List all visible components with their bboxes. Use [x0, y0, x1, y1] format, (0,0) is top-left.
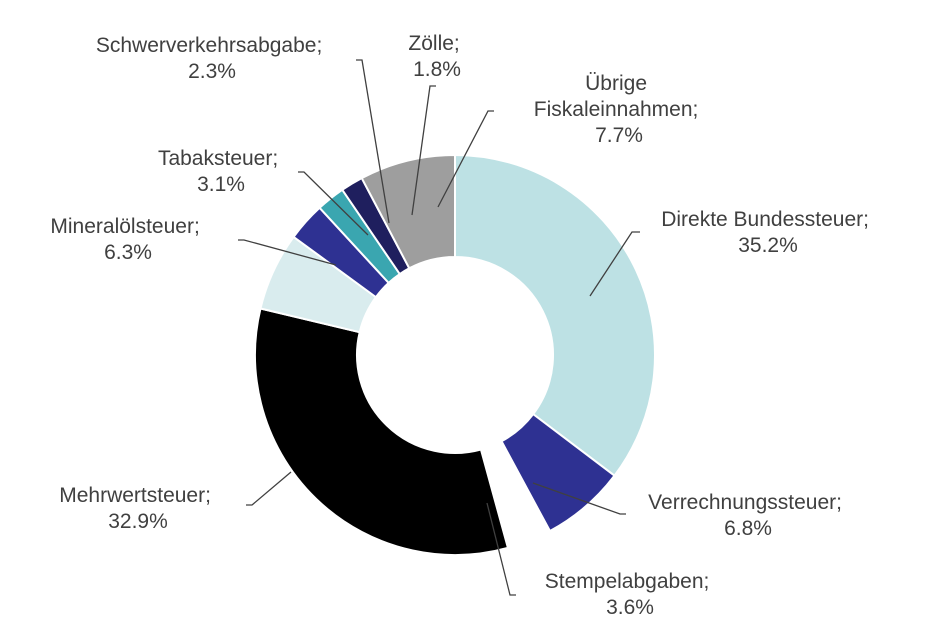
slice-stempelabgaben [485, 454, 558, 564]
leader-line [246, 471, 292, 506]
label-uebrige-fiskaleinnahmen: Übrige Fiskaleinnahmen; 7.7% [534, 72, 704, 147]
label-zoelle: Zölle; 1.8% [408, 32, 465, 81]
slice-direkte-bundessteuer [454, 153, 656, 478]
slices-group [254, 153, 656, 564]
label-mehrwertsteuer: Mehrwertsteuer; 32.9% [59, 484, 217, 533]
slice-übrige-fiskaleinnahmen [360, 153, 456, 270]
leader-line [437, 110, 494, 208]
leader-line [356, 59, 390, 224]
label-stempelabgaben: Stempelabgaben; 3.6% [545, 570, 715, 619]
leader-line [298, 171, 369, 236]
label-verrechnungssteuer: Verrechnungssteuer; 6.8% [648, 491, 848, 540]
leader-lines-group [238, 59, 640, 596]
leader-line [411, 85, 436, 216]
label-tabaksteuer: Tabaksteuer; 3.1% [158, 147, 284, 196]
leader-line [589, 231, 640, 297]
label-direkte-bundessteuer: Direkte Bundessteuer; 35.2% [661, 208, 875, 257]
leader-line [486, 502, 516, 596]
label-mineraloelsteuer: Mineralölsteuer; 6.3% [50, 215, 205, 264]
slice-mehrwertsteuer [254, 307, 510, 556]
leader-line [238, 239, 337, 266]
leader-line [532, 482, 626, 515]
label-schwerverkehrsabgabe: Schwerverkehrsabgabe; 2.3% [96, 34, 328, 83]
labels-group: Direkte Bundessteuer; 35.2% Verrechnungs… [50, 32, 875, 619]
